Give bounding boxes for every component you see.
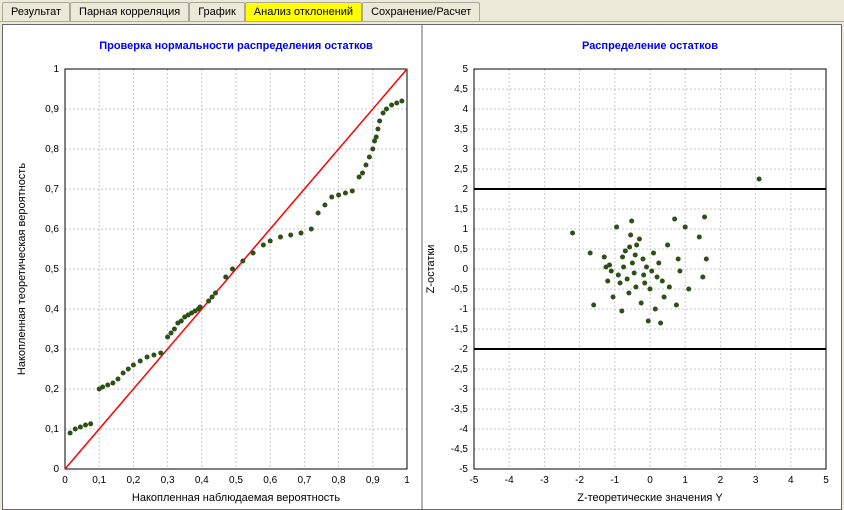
svg-text:0: 0	[62, 475, 68, 486]
tab-graph[interactable]: График	[189, 2, 245, 21]
svg-text:4: 4	[462, 104, 468, 115]
svg-text:-1: -1	[459, 304, 468, 315]
tab-result[interactable]: Результат	[2, 2, 70, 21]
svg-text:0,5: 0,5	[229, 475, 243, 486]
svg-text:-2: -2	[459, 344, 468, 355]
svg-text:0: 0	[647, 475, 653, 486]
svg-text:2: 2	[462, 184, 468, 195]
chart2-title: Распределение остатков	[582, 40, 718, 52]
svg-text:-1,5: -1,5	[451, 324, 469, 335]
svg-text:0,9: 0,9	[366, 475, 380, 486]
svg-text:2,5: 2,5	[454, 164, 468, 175]
svg-text:-5: -5	[459, 464, 468, 475]
svg-text:0,9: 0,9	[45, 104, 59, 115]
svg-text:Z-теоретические значения Y: Z-теоретические значения Y	[577, 492, 723, 504]
svg-text:0,5: 0,5	[45, 264, 59, 275]
svg-text:3,5: 3,5	[454, 124, 468, 135]
svg-text:1: 1	[404, 475, 410, 486]
svg-text:-4: -4	[505, 475, 514, 486]
svg-text:Z-остатки: Z-остатки	[425, 245, 437, 294]
svg-text:0,7: 0,7	[297, 475, 311, 486]
svg-text:0: 0	[462, 264, 468, 275]
svg-text:-1: -1	[610, 475, 619, 486]
svg-text:0,5: 0,5	[454, 244, 468, 255]
tab-pair-correlation[interactable]: Парная корреляция	[70, 2, 189, 21]
tab-deviation-analysis[interactable]: Анализ отклонений	[245, 2, 362, 21]
svg-text:-0,5: -0,5	[451, 284, 469, 295]
svg-text:5: 5	[462, 64, 468, 75]
svg-text:-3: -3	[540, 475, 549, 486]
svg-text:0,4: 0,4	[45, 304, 59, 315]
svg-text:0,2: 0,2	[45, 384, 59, 395]
tab-save-calc[interactable]: Сохранение/Расчет	[362, 2, 480, 21]
svg-text:-5: -5	[470, 475, 479, 486]
svg-text:Накопленная наблюдаемая вероят: Накопленная наблюдаемая вероятность	[132, 492, 340, 504]
svg-text:0,3: 0,3	[45, 344, 59, 355]
svg-text:0,2: 0,2	[126, 475, 140, 486]
svg-text:0,7: 0,7	[45, 184, 59, 195]
svg-text:5: 5	[823, 475, 829, 486]
svg-text:0,1: 0,1	[92, 475, 106, 486]
svg-text:1: 1	[462, 224, 468, 235]
svg-text:Накопленная теоретическая веро: Накопленная теоретическая вероятность	[16, 163, 28, 375]
svg-text:-2: -2	[575, 475, 584, 486]
svg-text:1: 1	[682, 475, 688, 486]
svg-text:3: 3	[753, 475, 759, 486]
svg-text:1: 1	[53, 64, 59, 75]
chart1-title: Проверка нормальности распределения оста…	[99, 40, 373, 52]
svg-text:0,3: 0,3	[161, 475, 175, 486]
svg-text:-3: -3	[459, 384, 468, 395]
svg-text:3: 3	[462, 144, 468, 155]
svg-text:0,8: 0,8	[332, 475, 346, 486]
svg-text:0,4: 0,4	[195, 475, 209, 486]
svg-text:4,5: 4,5	[454, 84, 468, 95]
plot-area: Проверка нормальности распределения оста…	[2, 24, 842, 510]
svg-text:0: 0	[53, 464, 59, 475]
svg-text:-4,5: -4,5	[451, 444, 469, 455]
svg-text:0,6: 0,6	[263, 475, 277, 486]
svg-text:-3,5: -3,5	[451, 404, 469, 415]
svg-text:4: 4	[788, 475, 794, 486]
svg-text:1,5: 1,5	[454, 204, 468, 215]
svg-text:0,6: 0,6	[45, 224, 59, 235]
svg-text:-4: -4	[459, 424, 468, 435]
svg-text:0,1: 0,1	[45, 424, 59, 435]
svg-text:-2,5: -2,5	[451, 364, 469, 375]
svg-text:2: 2	[718, 475, 724, 486]
svg-text:0,8: 0,8	[45, 144, 59, 155]
tab-bar: Результат Парная корреляция График Анали…	[0, 0, 844, 22]
